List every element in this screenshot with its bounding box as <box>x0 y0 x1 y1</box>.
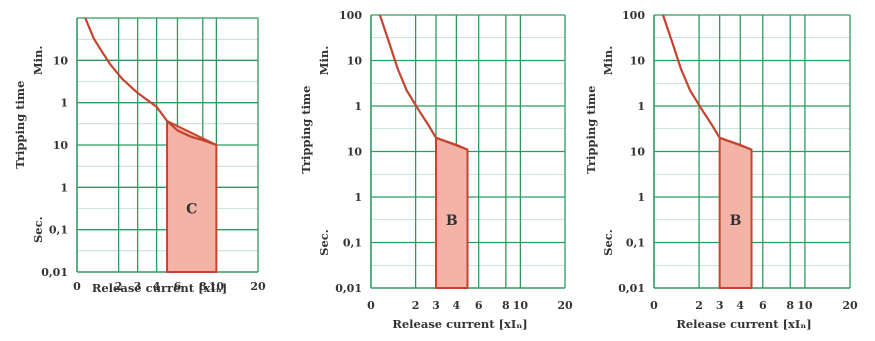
xtick-20-label: 20 <box>842 299 858 312</box>
y-axis-title: Tripping time <box>13 81 27 169</box>
ytick-label: 1 <box>354 191 362 204</box>
y-unit-minutes: Min. <box>601 46 615 75</box>
ytick-label: 1 <box>60 97 68 110</box>
region-label-text: B <box>730 213 742 229</box>
xtick-4-label: 4 <box>453 299 461 312</box>
tripping-region <box>718 136 753 289</box>
ytick-label: 10 <box>53 54 69 67</box>
xtick-0-label: 0 <box>650 299 658 312</box>
xtick-3-label: 3 <box>716 299 724 312</box>
y-unit-seconds: Sec. <box>31 216 45 243</box>
ytick-label: 0,1 <box>343 237 362 250</box>
ytick-label: 0,01 <box>335 282 362 295</box>
xtick-8-label: 8 <box>786 299 794 312</box>
y-unit-seconds: Sec. <box>601 229 615 256</box>
xtick-10-label: 10 <box>513 299 529 312</box>
xtick-2-label: 2 <box>115 280 123 293</box>
xtick-4-label: 4 <box>153 280 161 293</box>
x-axis-title: Release current [xIₙ] <box>392 317 527 331</box>
x-axis-title: Release current [xIₙ] <box>676 317 811 331</box>
ytick-label: 100 <box>339 9 362 22</box>
tripping-curve <box>378 14 468 151</box>
y-axis-title: Tripping time <box>299 86 313 174</box>
xtick-2-label: 2 <box>412 299 420 312</box>
ytick-label: 1 <box>637 191 645 204</box>
ytick-label: 100 <box>622 9 645 22</box>
ytick-label: 10 <box>53 139 69 152</box>
xtick-2-label: 2 <box>695 299 703 312</box>
xtick-0-label: 0 <box>367 299 375 312</box>
y-unit-minutes: Min. <box>31 46 45 75</box>
ytick-label: 0,01 <box>41 266 68 279</box>
ytick-label: 0,1 <box>626 237 645 250</box>
y-unit-seconds: Sec. <box>317 229 331 256</box>
xtick-10-label: 10 <box>797 299 813 312</box>
region-label-text: C <box>186 202 197 218</box>
ytick-label: 0,01 <box>618 282 645 295</box>
xtick-3-label: 3 <box>134 280 142 293</box>
ytick-label: 1 <box>354 100 362 113</box>
xtick-0-label: 0 <box>73 280 81 293</box>
xtick-8-label: 8 <box>502 299 510 312</box>
xtick-4-label: 4 <box>736 299 744 312</box>
tripping-curve <box>84 17 217 147</box>
ytick-label: 1 <box>60 181 68 194</box>
xtick-10-label: 10 <box>209 280 225 293</box>
y-axis-title: Tripping time <box>584 86 598 174</box>
y-unit-minutes: Min. <box>317 46 331 75</box>
ytick-label: 10 <box>347 55 363 68</box>
xtick-6-label: 6 <box>475 299 483 312</box>
xtick-20-label: 20 <box>557 299 573 312</box>
tripping-region <box>166 119 218 273</box>
ytick-label: 10 <box>347 146 363 159</box>
ytick-label: 10 <box>630 55 646 68</box>
region-label-text: B <box>446 213 458 229</box>
ytick-label: 1 <box>637 100 645 113</box>
xtick-6-label: 6 <box>759 299 767 312</box>
tripping-region <box>434 136 469 289</box>
tripping-curve <box>661 14 752 151</box>
ytick-label: 10 <box>630 146 646 159</box>
xtick-3-label: 3 <box>432 299 440 312</box>
xtick-8-label: 8 <box>199 280 207 293</box>
xtick-6-label: 6 <box>174 280 182 293</box>
ytick-label: 0,1 <box>49 224 68 237</box>
x-axis-title: Release current [xIₙ] <box>92 281 227 295</box>
xtick-20-label: 20 <box>250 280 266 293</box>
